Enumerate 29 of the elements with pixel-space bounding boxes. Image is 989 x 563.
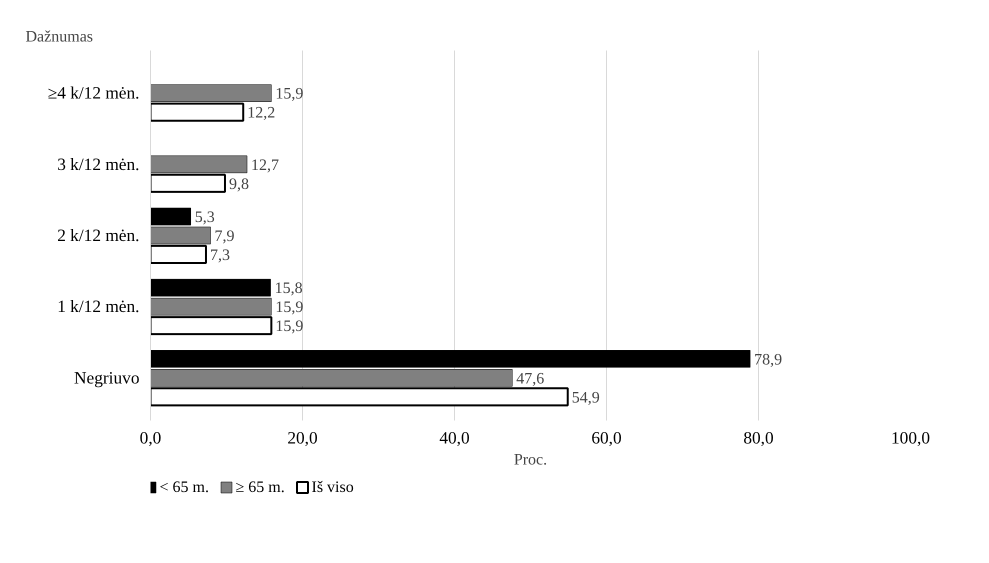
x-tick-label: 80,0 — [743, 428, 774, 448]
x-tick-label: 20,0 — [287, 428, 318, 448]
y-tick-label: Negriuvo — [74, 368, 140, 388]
data-label: 9,8 — [228, 176, 249, 193]
data-label: 12,7 — [251, 156, 280, 174]
data-label: 5,3 — [194, 209, 215, 226]
data-label: 54,9 — [572, 389, 600, 406]
legend-label: Iš viso — [312, 479, 354, 496]
y-tick-label: ≥4 k/12 mėn. — [48, 84, 140, 103]
data-label: 15,9 — [275, 318, 304, 336]
y-tick-label: 2 k/12 mėn. — [57, 226, 140, 245]
y-tick-label: 1 k/12 mėn. — [57, 297, 140, 316]
x-tick-label: 40,0 — [439, 428, 470, 448]
x-tick-label: 100,0 — [891, 428, 930, 448]
x-axis-title: Proc. — [514, 452, 548, 468]
x-tick-label: 60,0 — [591, 428, 622, 448]
y-axis-title: Dažnumas — [26, 28, 94, 46]
x-tick-label: 0,0 — [140, 428, 162, 448]
data-label: 15,9 — [275, 299, 304, 316]
data-label: 7,3 — [210, 246, 230, 264]
legend-label: ≥ 65 m. — [236, 479, 285, 496]
data-label: 15,8 — [274, 280, 303, 298]
data-label: 47,6 — [516, 370, 544, 388]
y-tick-label: 3 k/12 mėn. — [57, 154, 140, 174]
legend-label: < 65 m. — [160, 479, 209, 496]
data-label: 15,9 — [275, 86, 304, 103]
data-label: 7,9 — [214, 228, 235, 245]
data-label: 78,9 — [754, 351, 782, 368]
data-label: 12,2 — [247, 104, 276, 122]
